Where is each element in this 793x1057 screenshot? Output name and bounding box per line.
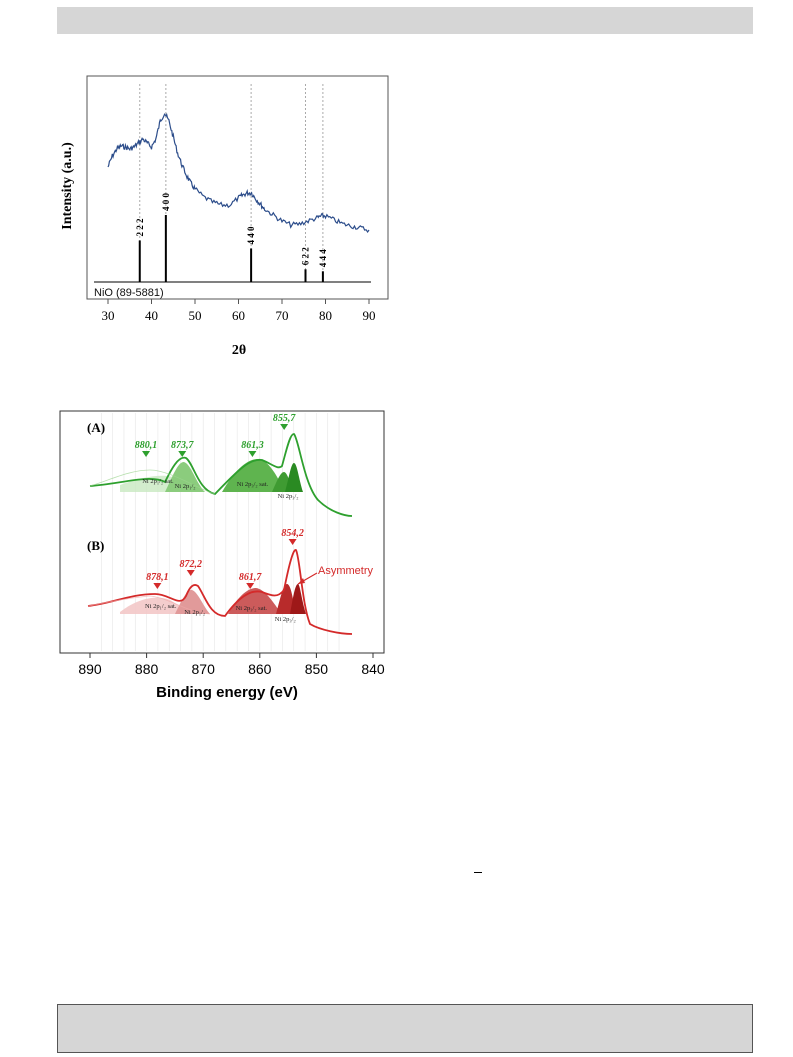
overline-mark <box>474 872 482 873</box>
xps-component-label: Ni 2p₃/₂ <box>275 616 296 623</box>
xps-tick-label: 890 <box>78 661 102 677</box>
xrd-pattern-line <box>107 112 370 234</box>
xps-component-label: Ni 2p₁/₂ <box>184 609 205 616</box>
xps-x-ticks: 890 880 870 860 850 840 <box>78 653 385 677</box>
panel-a-label: (A) <box>87 420 105 435</box>
b-2p12-fill <box>175 589 210 614</box>
xps-component-label: Ni 2p₁/₂ <box>175 483 196 490</box>
xps-peak-markers: 880,1 873,7 861,3 855,7 878,1 872,2 861,7 854,2 <box>135 413 304 589</box>
xps-peak-value: 861,3 <box>241 440 264 451</box>
xrd-tick-label: 30 <box>102 308 115 323</box>
b-raw-noise <box>87 595 211 615</box>
xrd-hkl-label: 4 4 4 <box>318 249 328 268</box>
xrd-tick-label: 50 <box>189 308 202 323</box>
page-header-bar <box>57 7 753 34</box>
xrd-reference-sticks <box>138 215 324 282</box>
xrd-x-ticks: 30 40 50 60 70 80 90 <box>102 299 376 323</box>
xps-component-label: Ni 2p₃/₂ sat. <box>236 605 268 612</box>
xps-tick-label: 850 <box>305 661 329 677</box>
xps-peak-value: 878,1 <box>146 572 169 583</box>
xps-peak-value: 855,7 <box>273 413 297 424</box>
xrd-hkl-label: 2 2 2 <box>135 218 145 237</box>
xrd-hkl-label: 4 4 0 <box>246 226 256 245</box>
xrd-reference-dashes <box>139 84 324 272</box>
xrd-x-axis-label: 2θ <box>232 343 246 358</box>
xrd-hkl-labels: 2 2 2 4 0 0 4 4 0 6 2 2 4 4 4 <box>135 193 328 268</box>
xps-peak-marker <box>288 539 297 545</box>
xps-peak-value: 873,7 <box>171 440 195 451</box>
a-2p32-fill-2 <box>285 463 303 492</box>
xps-peak-value: 880,1 <box>135 440 158 451</box>
xrd-tick-label: 90 <box>363 308 376 323</box>
xps-tick-label: 880 <box>135 661 159 677</box>
xrd-y-axis-label: Intensity (a.u.) <box>60 142 75 230</box>
asymmetry-arrow-head <box>298 578 305 584</box>
xps-tick-label: 840 <box>361 661 385 677</box>
xps-peak-value: 861,7 <box>239 572 263 583</box>
xps-panel-a <box>89 433 353 517</box>
xps-component-label: Ni 2p₁/₂ sat. <box>142 478 174 485</box>
xps-peak-marker <box>280 424 289 430</box>
xrd-tick-label: 70 <box>276 308 289 323</box>
xrd-plot-frame <box>86 75 389 300</box>
xrd-tick-label: 40 <box>145 308 158 323</box>
asymmetry-annotation: Asymmetry <box>318 565 374 577</box>
xps-peak-marker <box>142 451 151 457</box>
a-raw-noise <box>89 469 216 495</box>
xps-peak-marker <box>178 451 187 457</box>
xps-component-labels: Ni 2p₁/₂ sat.Ni 2p₁/₂ Ni 2p₃/₂ sat.Ni 2p₃… <box>142 478 298 623</box>
xrd-tick-label: 80 <box>319 308 332 323</box>
b-2p32-fill-2 <box>290 584 306 614</box>
b-sat-2-fill <box>228 588 280 614</box>
xps-chart: Asymmetry (A) (B) 880,1 873,7 861,3 855,7 87… <box>59 410 385 701</box>
xps-peak-marker <box>153 583 162 589</box>
panel-b-label: (B) <box>87 538 104 553</box>
xps-component-label: Ni 2p₁/₂ sat. <box>145 603 177 610</box>
a-envelope-line <box>89 433 353 517</box>
a-sat-2-fill <box>222 459 283 492</box>
xrd-hkl-label: 6 2 2 <box>300 247 310 266</box>
xps-peak-value: 854,2 <box>281 528 304 539</box>
xps-peak-value: 872,2 <box>179 559 202 570</box>
xps-tick-label: 860 <box>248 661 272 677</box>
xrd-hkl-label: 4 0 0 <box>161 193 171 212</box>
b-2p32-fill-1 <box>276 584 296 614</box>
xps-peak-marker <box>186 570 195 576</box>
xps-plot-frame <box>59 410 385 654</box>
xps-x-axis-label: Binding energy (eV) <box>156 684 298 701</box>
xps-panel-b: Asymmetry <box>87 549 374 635</box>
xps-tick-label: 870 <box>192 661 216 677</box>
xps-peak-marker <box>248 451 257 457</box>
b-envelope-line <box>87 549 353 635</box>
xps-component-label: Ni 2p₃/₂ <box>278 493 299 500</box>
xps-component-label: Ni 2p₃/₂ sat. <box>237 481 269 488</box>
xrd-tick-label: 60 <box>232 308 245 323</box>
a-2p12-fill <box>165 461 205 492</box>
reference-label: NiO (89-5881) <box>94 287 164 299</box>
page-footer-box <box>57 1004 753 1053</box>
xps-peak-marker <box>246 583 255 589</box>
